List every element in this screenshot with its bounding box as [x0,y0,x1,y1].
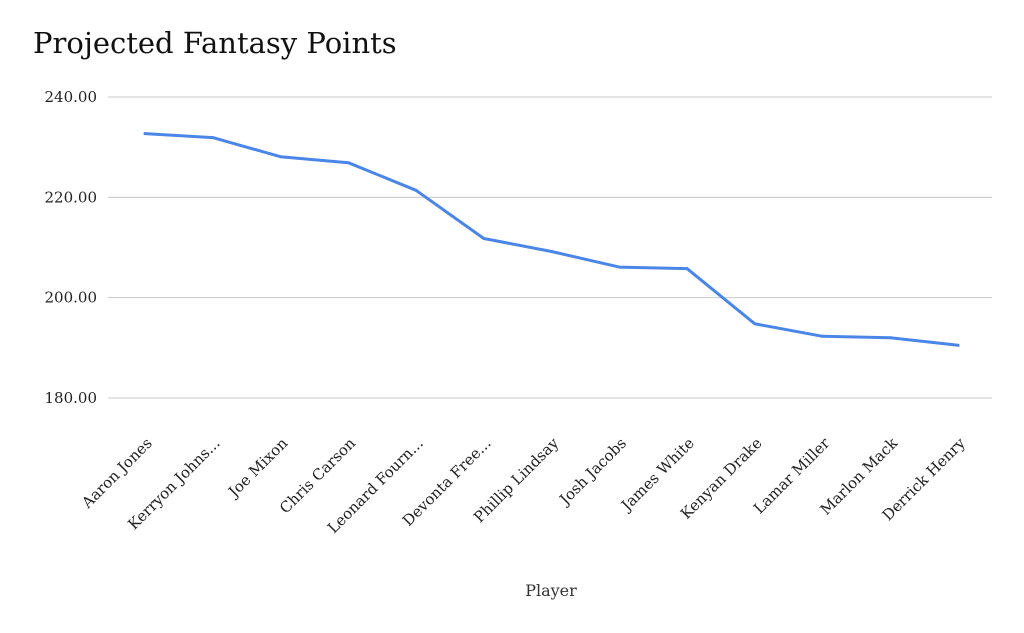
chart-title: Projected Fantasy Points [33,26,397,60]
data-point [143,132,147,136]
x-tick-label: Josh Jacobs [555,434,631,510]
y-tick-label: 240.00 [45,88,98,106]
data-point [821,334,824,338]
series-line [143,132,960,347]
data-point [956,343,960,347]
data-point [550,250,553,254]
y-tick-label: 180.00 [45,389,98,407]
data-point [211,136,215,140]
x-axis-label: Player [525,581,577,600]
y-tick-label: 220.00 [45,188,98,206]
data-point [685,267,689,271]
data-point [414,188,418,192]
x-tick-label: Joe Mixon [223,434,291,502]
data-point [482,236,486,240]
data-point [346,161,350,165]
data-point [279,155,282,159]
gridlines [108,96,992,399]
series-layer [143,132,960,347]
data-point [888,336,892,340]
data-point [753,322,757,326]
y-tick-label: 200.00 [45,289,98,307]
data-point [617,265,621,269]
y-axis-ticks: 180.00 200.00 220.00 240.00 [45,88,98,407]
